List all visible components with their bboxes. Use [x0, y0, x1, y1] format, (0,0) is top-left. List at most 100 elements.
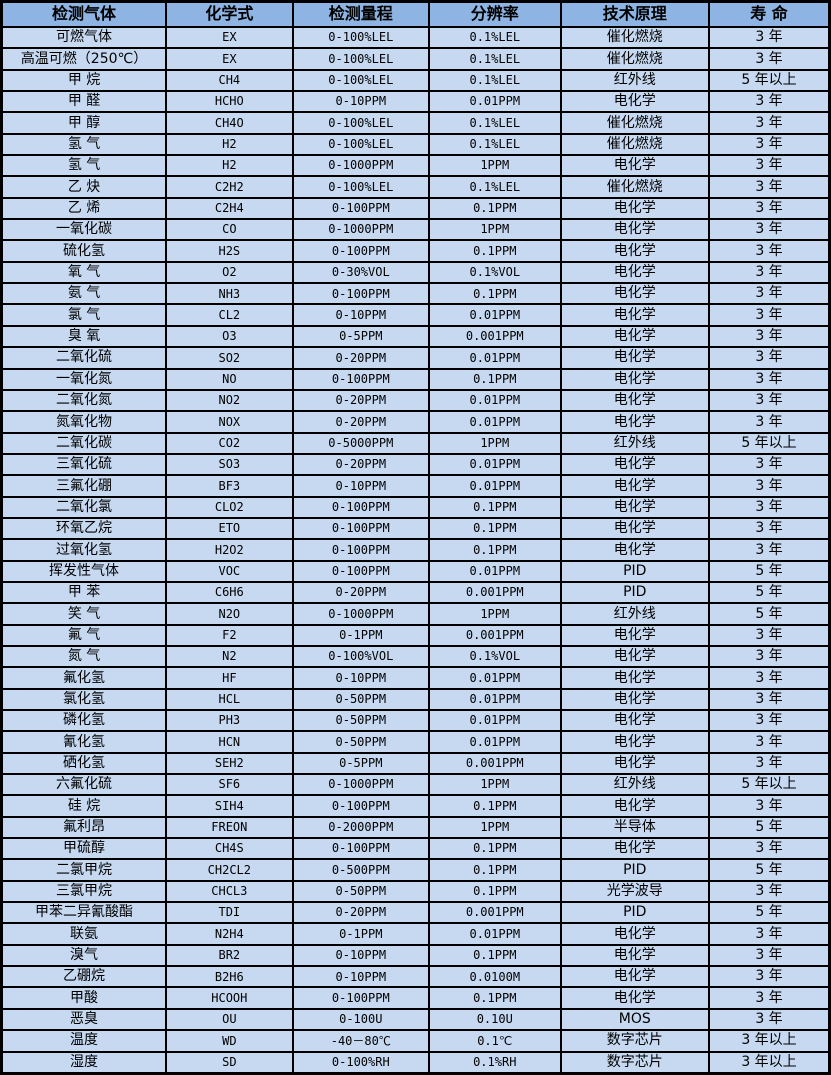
table-row: 氟 气 F2 0-1PPM 0.001PPM 电化学 3 年 — [0, 623, 831, 647]
cell-range: 0-10PPM — [291, 90, 431, 114]
cell-range: 0-100PPM — [291, 538, 431, 562]
cell-principle: 电化学 — [559, 196, 711, 221]
cell-range: 0-100%LEL — [291, 68, 431, 93]
cell-resolution: 0.01PPM — [428, 388, 562, 413]
cell-lifespan: 3 年 — [708, 623, 831, 647]
cell-resolution: 0.01PPM — [428, 346, 562, 370]
cell-principle: 红外线 — [559, 773, 711, 797]
cell-principle: 电化学 — [559, 303, 711, 327]
cell-formula: FREON — [165, 815, 294, 840]
cell-lifespan: 3 年 — [708, 25, 831, 50]
cell-resolution: 0.1PPM — [428, 858, 562, 882]
cell-formula: CH4O — [165, 111, 294, 135]
cell-lifespan: 3 年 — [708, 943, 831, 968]
cell-principle: 电化学 — [559, 495, 711, 519]
table-row: 氮 气 N2 0-100%VOL 0.1%VOL 电化学 3 年 — [0, 644, 831, 669]
cell-formula: CLO2 — [165, 495, 294, 519]
cell-principle: 红外线 — [559, 431, 711, 455]
cell-gas-name: 磷化氢 — [0, 708, 168, 733]
cell-formula: H2 — [165, 154, 294, 178]
cell-range: 0-5PPM — [291, 751, 431, 776]
table-row: 二氧化氯 CLO2 0-100PPM 0.1PPM 电化学 3 年 — [0, 495, 831, 519]
table-row: 硅 烷 SIH4 0-100PPM 0.1PPM 电化学 3 年 — [0, 794, 831, 818]
cell-principle: MOS — [559, 1007, 711, 1032]
cell-resolution: 0.1PPM — [428, 239, 562, 263]
cell-resolution: 1PPM — [428, 218, 562, 242]
cell-principle: 电化学 — [559, 388, 711, 413]
cell-principle: 电化学 — [559, 154, 711, 178]
table-row: 氧 气 O2 0-30%VOL 0.1%VOL 电化学 3 年 — [0, 260, 831, 285]
cell-lifespan: 3 年 — [708, 90, 831, 114]
cell-gas-name: 甲 醇 — [0, 111, 168, 135]
cell-formula: CO2 — [165, 431, 294, 455]
cell-resolution: 0.001PPM — [428, 623, 562, 647]
cell-formula: PH3 — [165, 708, 294, 733]
cell-resolution: 0.1%LEL — [428, 68, 562, 93]
cell-resolution: 0.01PPM — [428, 559, 562, 583]
cell-range: 0-100%LEL — [291, 175, 431, 199]
cell-resolution: 1PPM — [428, 154, 562, 178]
cell-lifespan: 3 年 — [708, 495, 831, 519]
column-header-resolution: 分辨率 — [428, 0, 562, 28]
cell-resolution: 0.1PPM — [428, 794, 562, 818]
cell-lifespan: 5 年 — [708, 602, 831, 626]
cell-resolution: 0.001PPM — [428, 901, 562, 925]
table-row: 甲苯二异氰酸酯 TDI 0-20PPM 0.001PPM PID 5 年 — [0, 901, 831, 925]
cell-resolution: 0.1%LEL — [428, 111, 562, 135]
cell-lifespan: 3 年 — [708, 922, 831, 946]
cell-principle: 电化学 — [559, 218, 711, 242]
column-header-lifespan: 寿 命 — [708, 0, 831, 28]
cell-gas-name: 硒化氢 — [0, 751, 168, 776]
cell-principle: 电化学 — [559, 666, 711, 690]
table-row: 环氧乙烷 ETO 0-100PPM 0.1PPM 电化学 3 年 — [0, 516, 831, 541]
cell-range: 0-20PPM — [291, 388, 431, 413]
cell-lifespan: 5 年以上 — [708, 431, 831, 455]
header-row: 检测气体 化学式 检测量程 分辨率 技术原理寿 命 — [0, 0, 831, 28]
cell-formula: H2 — [165, 132, 294, 157]
cell-principle: 电化学 — [559, 410, 711, 434]
table-row: 氨 气 NH3 0-100PPM 0.1PPM 电化学 3 年 — [0, 282, 831, 306]
cell-gas-name: 溴气 — [0, 943, 168, 968]
cell-resolution: 0.1PPM — [428, 837, 562, 861]
cell-principle: 电化学 — [559, 623, 711, 647]
cell-range: 0-50PPM — [291, 708, 431, 733]
cell-gas-name: 三氧化硫 — [0, 452, 168, 477]
cell-principle: 电化学 — [559, 794, 711, 818]
cell-gas-name: 乙 炔 — [0, 175, 168, 199]
cell-formula: HCHO — [165, 90, 294, 114]
table-row: 乙 烯 C2H4 0-100PPM 0.1PPM 电化学 3 年 — [0, 196, 831, 221]
cell-lifespan: 3 年 — [708, 239, 831, 263]
table-row: 一氧化碳 CO 0-1000PPM 1PPM 电化学 3 年 — [0, 218, 831, 242]
cell-gas-name: 氰化氢 — [0, 730, 168, 754]
cell-formula: OU — [165, 1007, 294, 1032]
table-row: 甲酸 HCOOH 0-100PPM 0.1PPM 电化学 3 年 — [0, 986, 831, 1010]
cell-principle: 电化学 — [559, 922, 711, 946]
cell-resolution: 0.1%LEL — [428, 175, 562, 199]
cell-range: 0-100%LEL — [291, 111, 431, 135]
cell-resolution: 0.01PPM — [428, 303, 562, 327]
table-row: 氰化氢 HCN 0-50PPM 0.01PPM 电化学 3 年 — [0, 730, 831, 754]
cell-range: 0-100PPM — [291, 794, 431, 818]
cell-formula: EX — [165, 25, 294, 50]
cell-lifespan: 5 年 — [708, 858, 831, 882]
cell-gas-name: 硫化氢 — [0, 239, 168, 263]
table-row: 二氧化氮 NO2 0-20PPM 0.01PPM 电化学 3 年 — [0, 388, 831, 413]
cell-formula: NO2 — [165, 388, 294, 413]
cell-formula: CH2CL2 — [165, 858, 294, 882]
cell-range: 0-5PPM — [291, 324, 431, 349]
cell-range: 0-100PPM — [291, 559, 431, 583]
cell-range: 0-1000PPM — [291, 154, 431, 178]
cell-principle: 红外线 — [559, 602, 711, 626]
cell-resolution: 0.1PPM — [428, 879, 562, 904]
cell-lifespan: 3 年 — [708, 132, 831, 157]
cell-resolution: 0.1%LEL — [428, 132, 562, 157]
cell-formula: SEH2 — [165, 751, 294, 776]
cell-principle: 电化学 — [559, 965, 711, 989]
cell-resolution: 0.1PPM — [428, 516, 562, 541]
cell-range: -40－80℃ — [291, 1029, 431, 1053]
cell-range: 0-1000PPM — [291, 773, 431, 797]
cell-formula: WD — [165, 1029, 294, 1053]
cell-range: 0-1000PPM — [291, 218, 431, 242]
cell-resolution: 0.01PPM — [428, 410, 562, 434]
cell-resolution: 0.1%LEL — [428, 25, 562, 50]
